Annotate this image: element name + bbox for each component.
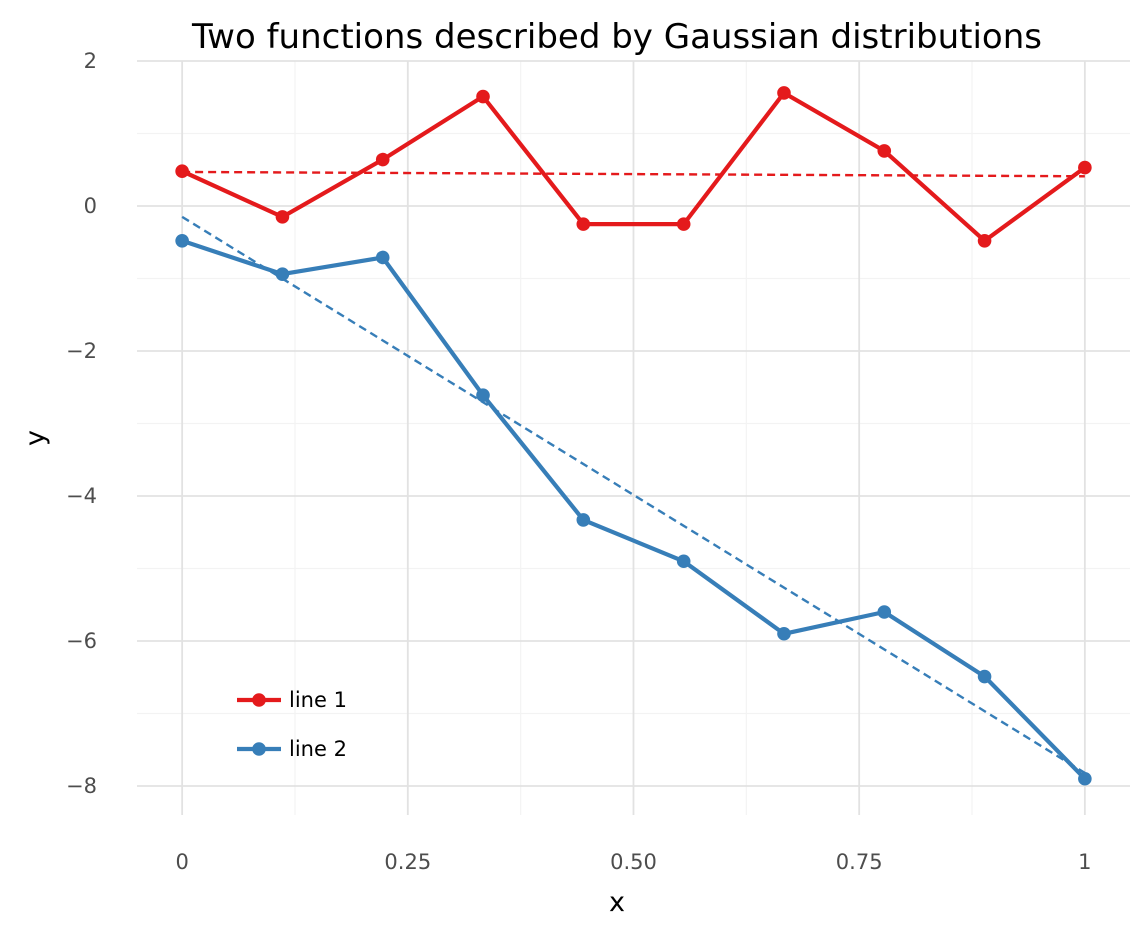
chart-title: Two functions described by Gaussian dist… <box>191 17 1042 57</box>
data-point <box>576 217 591 231</box>
data-point <box>977 234 992 248</box>
data-point <box>877 144 892 158</box>
data-point <box>777 626 791 641</box>
y-tick-label: 2 <box>84 49 97 73</box>
data-point <box>877 605 892 619</box>
data-point <box>1078 160 1092 175</box>
data-point <box>777 86 791 100</box>
trend-line <box>181 215 1086 774</box>
series-lines <box>181 90 1087 781</box>
series-points <box>175 86 1092 786</box>
legend: line 1 line 2 <box>237 688 347 761</box>
x-tick-label: 0.50 <box>610 850 657 874</box>
data-point <box>1078 771 1092 786</box>
y-axis-title: y <box>20 430 51 446</box>
x-tick-label: 0 <box>175 850 188 874</box>
y-tick-label: −8 <box>66 774 97 798</box>
trend-line <box>182 170 1085 178</box>
series-line <box>181 238 1087 781</box>
x-axis-title: x <box>609 887 625 918</box>
data-point <box>977 669 992 684</box>
data-point <box>476 388 490 403</box>
data-point <box>676 217 691 231</box>
data-point <box>676 554 691 569</box>
trend-lines <box>181 170 1086 774</box>
data-point <box>576 513 591 527</box>
x-tick-label: 0.25 <box>384 850 431 874</box>
legend-point-key <box>252 742 266 756</box>
legend-point-key <box>252 693 266 707</box>
y-tick-label: −6 <box>66 629 97 653</box>
y-tick-label: 0 <box>84 194 97 218</box>
data-point <box>375 250 390 265</box>
y-axis-ticks: 2 0 −2 −4 −6 −8 <box>66 49 97 798</box>
data-point <box>375 152 390 167</box>
series-line <box>181 90 1087 243</box>
legend-label: line 2 <box>289 737 347 761</box>
x-axis-ticks: 0 0.25 0.50 0.75 1 <box>175 850 1091 874</box>
grid <box>137 60 1130 815</box>
x-tick-label: 1 <box>1078 850 1091 874</box>
data-point <box>175 234 189 248</box>
x-tick-label: 0.75 <box>836 850 883 874</box>
data-point <box>175 164 189 178</box>
legend-label: line 1 <box>289 688 347 712</box>
y-tick-label: −2 <box>66 339 97 363</box>
y-tick-label: −4 <box>66 484 97 508</box>
data-point <box>275 210 290 224</box>
data-point <box>476 89 490 104</box>
data-point <box>275 267 290 281</box>
